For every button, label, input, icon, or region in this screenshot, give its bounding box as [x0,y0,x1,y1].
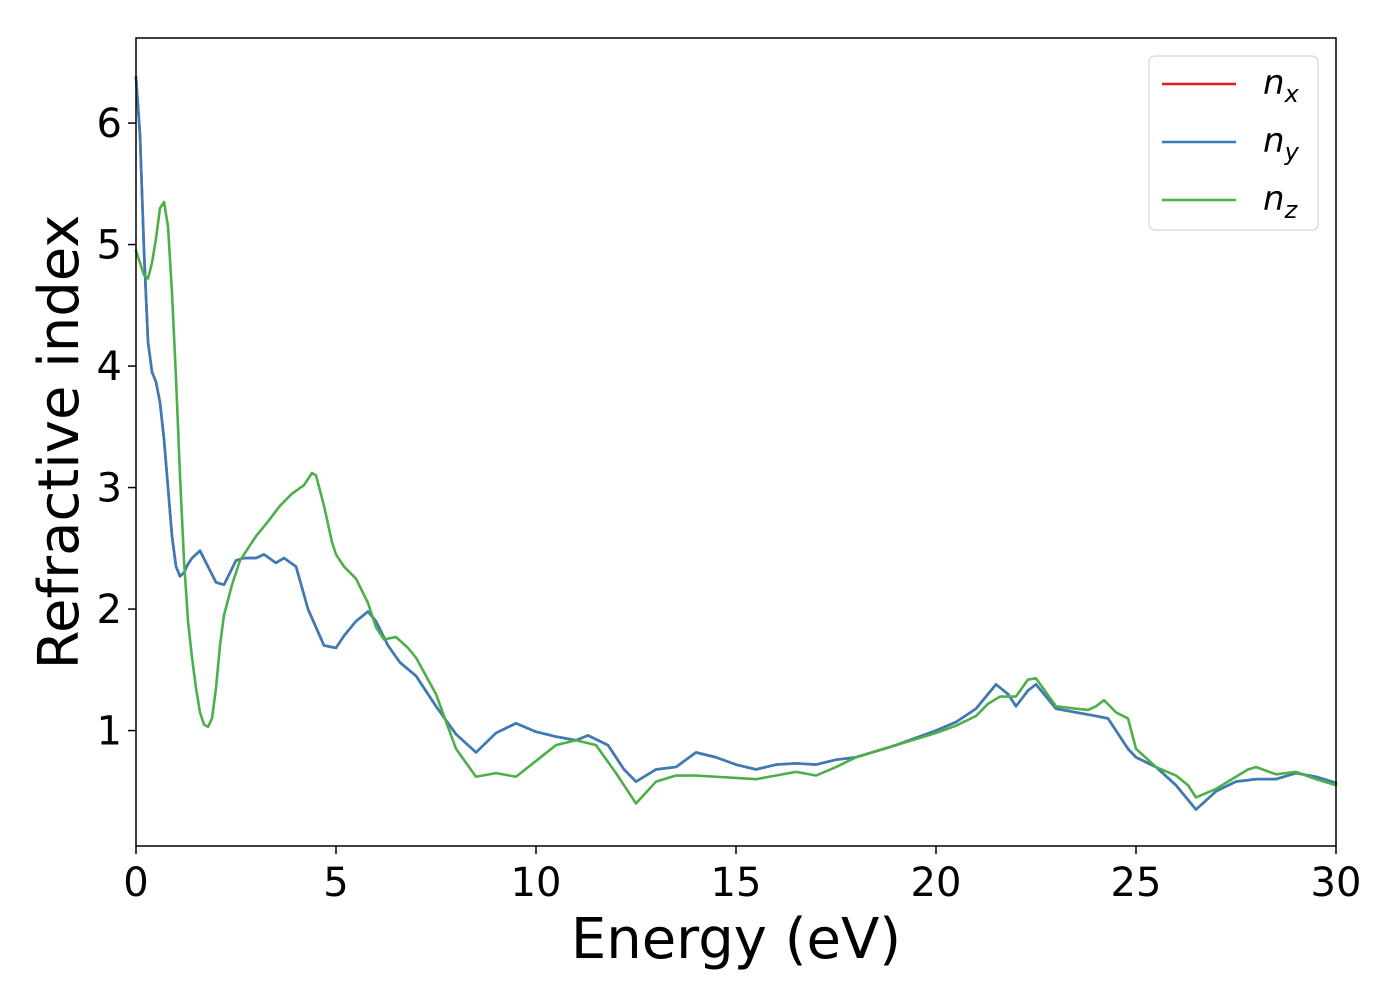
legend: nx ny nz [1148,55,1319,231]
x-tick-label: 10 [511,860,562,906]
series-layer [134,75,1338,811]
y-tick-label: 1 [97,709,122,755]
y-tick-label: 3 [97,466,122,512]
x-tick-label: 15 [711,860,762,906]
x-axis-label: Energy (eV) [571,907,901,972]
x-tick-label: 20 [911,860,962,906]
x-tick-label: 5 [323,860,348,906]
x-tick-label: 25 [1111,860,1162,906]
y-tick-label: 2 [97,587,122,633]
legend-label-nx: nx [1263,63,1300,108]
series-line-ny [134,75,1338,811]
x-tick-label: 30 [1311,860,1362,906]
y-tick-label: 6 [97,101,122,147]
series-line-nz [134,200,1338,805]
y-tick-label: 4 [97,344,122,390]
legend-label-nz: nz [1263,179,1299,224]
legend-label-ny: ny [1263,121,1300,166]
y-axis-label: Refractive index [27,215,92,670]
y-tick-label: 5 [97,223,122,269]
x-axis: 0 5 10 15 20 25 30 [123,846,1361,906]
x-tick-label: 0 [123,860,148,906]
y-axis: 1 2 3 4 5 6 [97,101,136,755]
